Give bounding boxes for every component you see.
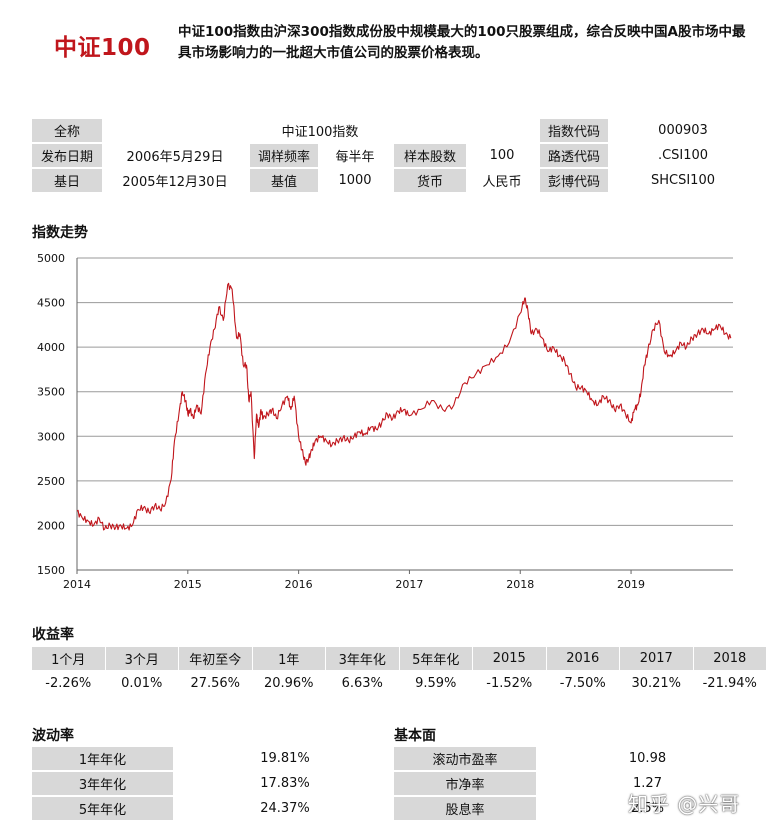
release-date-value: 2006年5月29日 bbox=[126, 150, 224, 165]
index-trend-chart: 1500 2000 2500 3000 3500 4000 4500 5000 2014 2015… bbox=[37, 252, 733, 591]
y-tick-label: 1500 bbox=[37, 564, 65, 577]
x-tick-label: 2016 bbox=[285, 578, 313, 591]
trend-chart-container: 1500 2000 2500 3000 3500 4000 4500 5000 2014 2015… bbox=[0, 245, 771, 600]
base-value-value: 1000 bbox=[338, 173, 372, 188]
returns-value-cell: 30.21% bbox=[631, 676, 682, 691]
full-name-value: 中证100指数 bbox=[281, 125, 359, 140]
returns-value-cell: -1.52% bbox=[486, 676, 533, 691]
index-brand-title: 中证100 bbox=[54, 35, 151, 61]
y-tick-label: 4500 bbox=[37, 297, 65, 310]
y-tick-label: 2000 bbox=[37, 519, 65, 532]
volatility-value-cell: 19.81% bbox=[260, 751, 310, 766]
full-name-label: 全称 bbox=[32, 119, 102, 142]
volatility-label-cell: 1年年化 bbox=[32, 747, 173, 770]
returns-value-cell: 27.56% bbox=[190, 676, 241, 691]
returns-section-title: 收益率 bbox=[32, 627, 74, 643]
returns-value-cell: -21.94% bbox=[702, 676, 757, 691]
currency-value: 人民币 bbox=[482, 175, 522, 190]
returns-value-cell: 20.96% bbox=[263, 676, 314, 691]
fundamentals-label-cell: 市净率 bbox=[394, 772, 536, 795]
returns-value-cell: 9.59% bbox=[415, 676, 457, 691]
rebalance-value: 每半年 bbox=[335, 150, 375, 165]
x-tick-label: 2015 bbox=[174, 578, 202, 591]
currency-label: 货币 bbox=[394, 169, 466, 192]
volatility-label-cell: 3年年化 bbox=[32, 772, 173, 795]
volatility-label-cell: 5年年化 bbox=[32, 797, 173, 820]
returns-header-cell: 2017 bbox=[620, 647, 693, 670]
returns-header-cell: 1年 bbox=[252, 647, 325, 670]
returns-header-cell: 5年年化 bbox=[399, 647, 472, 670]
returns-header-cell: 3个月 bbox=[105, 647, 178, 670]
bloomberg-label: 彭博代码 bbox=[540, 169, 608, 192]
returns-header-cell: 年初至今 bbox=[179, 647, 252, 670]
x-tick-label: 2017 bbox=[395, 578, 423, 591]
trend-section-title: 指数走势 bbox=[32, 225, 88, 241]
y-tick-label: 3500 bbox=[37, 386, 65, 399]
x-tick-label: 2019 bbox=[617, 578, 645, 591]
volatility-value-cell: 17.83% bbox=[260, 776, 310, 791]
returns-header-cell: 2018 bbox=[693, 647, 766, 670]
returns-header-cell: 2015 bbox=[473, 647, 546, 670]
volatility-value-cell: 24.37% bbox=[260, 801, 310, 816]
y-tick-label: 4000 bbox=[37, 341, 65, 354]
release-date-label: 发布日期 bbox=[32, 144, 102, 167]
y-tick-label: 3000 bbox=[37, 430, 65, 443]
returns-header-cell: 3年年化 bbox=[326, 647, 399, 670]
bloomberg-value: SHCSI100 bbox=[650, 173, 715, 188]
fundamentals-label-cell: 股息率 bbox=[394, 797, 536, 820]
base-date-value: 2005年12月30日 bbox=[122, 175, 228, 190]
volatility-section-title: 波动率 bbox=[32, 728, 74, 744]
reuters-label: 路透代码 bbox=[540, 144, 608, 167]
base-date-label: 基日 bbox=[32, 169, 102, 192]
watermark-text: 知乎 @兴哥 bbox=[628, 792, 741, 816]
returns-header-cell: 2016 bbox=[546, 647, 619, 670]
reuters-value: .CSI100 bbox=[657, 148, 709, 163]
sample-label: 样本股数 bbox=[394, 144, 466, 167]
returns-value-cell: -7.50% bbox=[559, 676, 606, 691]
index-series-line bbox=[76, 282, 732, 531]
rebalance-label: 调样频率 bbox=[250, 144, 318, 167]
x-tick-label: 2014 bbox=[63, 578, 91, 591]
fundamentals-section-title: 基本面 bbox=[394, 728, 436, 744]
base-value-label: 基值 bbox=[250, 169, 318, 192]
index-description: 中证100指数由沪深300指数成份股中规模最大的100只股票组成，综合反映中国A… bbox=[178, 24, 746, 61]
y-tick-label: 2500 bbox=[37, 475, 65, 488]
returns-value-cell: 6.63% bbox=[341, 676, 383, 691]
fundamentals-value-cell: 2.5% bbox=[630, 801, 665, 816]
sample-value: 100 bbox=[489, 148, 515, 163]
code-label: 指数代码 bbox=[540, 119, 608, 142]
x-tick-label: 2018 bbox=[506, 578, 534, 591]
returns-value-cell: 0.01% bbox=[121, 676, 163, 691]
fundamentals-value-cell: 1.27 bbox=[633, 776, 662, 791]
fundamentals-value-cell: 10.98 bbox=[628, 751, 667, 766]
returns-header-cell: 1个月 bbox=[32, 647, 105, 670]
returns-value-cell: -2.26% bbox=[45, 676, 92, 691]
code-value: 000903 bbox=[658, 123, 708, 138]
fundamentals-label-cell: 滚动市盈率 bbox=[394, 747, 536, 770]
y-tick-label: 5000 bbox=[37, 252, 65, 265]
